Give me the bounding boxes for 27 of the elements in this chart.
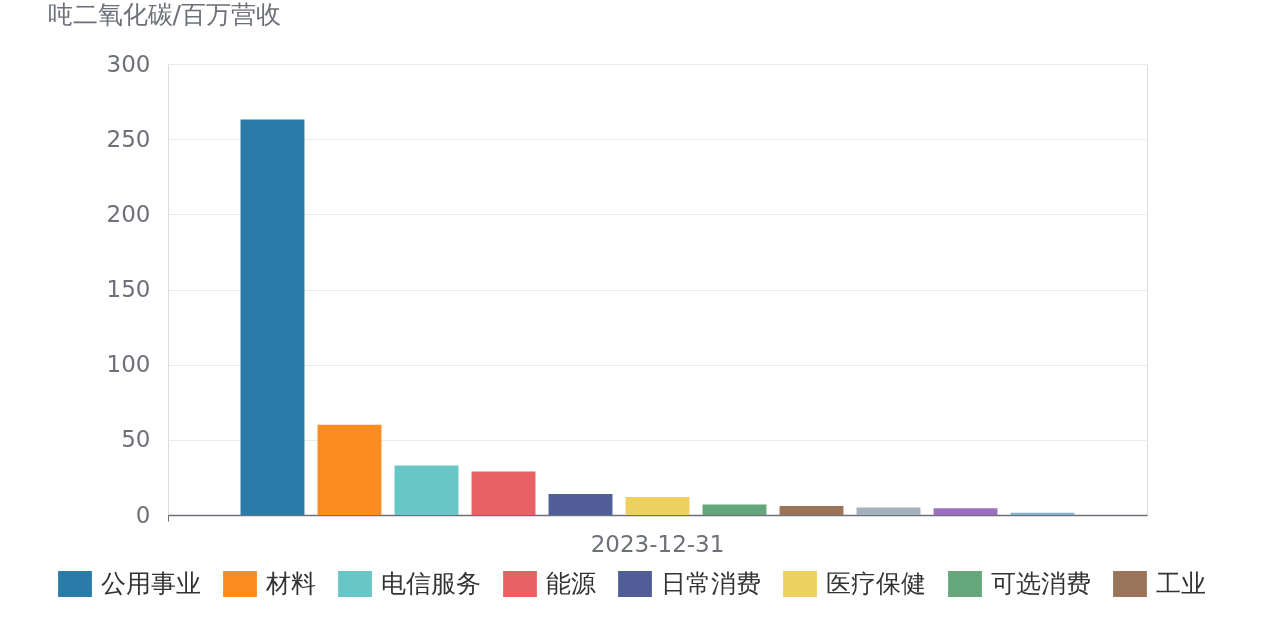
legend-label: 日常消费 — [661, 569, 761, 598]
y-tick-label: 0 — [135, 501, 151, 528]
bar — [394, 465, 459, 515]
y-tick-label: 200 — [106, 200, 151, 227]
bar — [471, 471, 536, 515]
x-tick-label: 2023-12-31 — [590, 530, 725, 557]
bar — [317, 424, 382, 515]
bar — [856, 507, 921, 515]
y-tick-label: 300 — [106, 50, 151, 77]
bar — [548, 493, 613, 515]
bar — [625, 496, 690, 515]
bar — [779, 505, 844, 515]
legend-label: 可选消费 — [991, 569, 1091, 598]
legend-label: 医疗保健 — [826, 569, 926, 598]
y-tick-label: 150 — [106, 276, 151, 302]
y-tick-label: 100 — [106, 351, 151, 378]
legend-label: 电信服务 — [381, 569, 481, 598]
legend-label: 公用事业 — [101, 569, 201, 598]
y-tick-label: 250 — [106, 125, 151, 152]
y-tick-label: 50 — [121, 426, 151, 453]
y-axis-title: 吨二氧化碳/百万营收 — [47, 0, 281, 29]
bar — [240, 119, 305, 515]
bar — [702, 504, 767, 515]
legend-label: 材料 — [265, 569, 316, 598]
legend-label: 能源 — [546, 569, 596, 598]
bar — [933, 508, 998, 515]
legend-label: 工业 — [1156, 569, 1206, 598]
